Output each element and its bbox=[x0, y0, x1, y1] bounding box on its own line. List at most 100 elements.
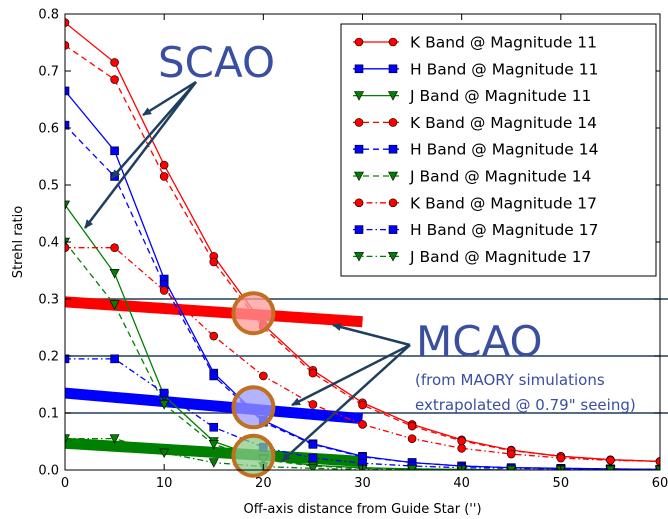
series-5-point-1 bbox=[109, 300, 120, 310]
y-tick-label-4: 0.4 bbox=[38, 236, 59, 251]
y-tick-label-6: 0.6 bbox=[38, 122, 59, 137]
series-3-point-7 bbox=[407, 421, 417, 431]
mcao-band-1 bbox=[64, 387, 363, 425]
series-7-point-0 bbox=[65, 354, 70, 364]
series-3-point-5 bbox=[308, 368, 318, 378]
legend-entry-5: J Band @ Magnitude 14 bbox=[353, 168, 591, 186]
x-tick-label-1: 10 bbox=[156, 476, 173, 491]
series-8-point-2 bbox=[159, 448, 170, 459]
legend-entry-8: J Band @ Magnitude 17 bbox=[353, 248, 591, 266]
series-8-point-1 bbox=[109, 434, 120, 444]
series-3-point-3 bbox=[209, 257, 219, 267]
reference-lines bbox=[65, 298, 668, 414]
series-0-point-2 bbox=[159, 160, 169, 170]
legend-marker-a-4 bbox=[354, 144, 364, 154]
highlight-circle-1 bbox=[231, 385, 276, 430]
legend-label-3: K Band @ Magnitude 14 bbox=[410, 114, 597, 132]
highlight-circle-0 bbox=[231, 291, 276, 336]
series-7-point-2 bbox=[159, 388, 169, 398]
series-6-point-10 bbox=[556, 453, 566, 463]
legend-marker-a-8 bbox=[354, 252, 364, 262]
legend-marker-b-8 bbox=[388, 252, 398, 262]
annotation-arrow-5 bbox=[281, 344, 411, 462]
legend-entry-3: K Band @ Magnitude 14 bbox=[353, 114, 597, 132]
series-4-point-0 bbox=[65, 120, 70, 130]
legend-label-8: J Band @ Magnitude 17 bbox=[409, 248, 591, 266]
legend-entry-1: H Band @ Magnitude 11 bbox=[353, 60, 599, 78]
legend-marker-b-6 bbox=[388, 198, 398, 208]
legend-marker-a-3 bbox=[354, 118, 364, 127]
series-6-point-7 bbox=[407, 434, 417, 443]
annotation-arrow-2 bbox=[84, 81, 197, 229]
annotations: SCAO MCAO (from MAORY simulations extrap… bbox=[84, 38, 636, 462]
series-6-point-6 bbox=[358, 420, 367, 429]
legend-marker-a-2 bbox=[354, 91, 364, 101]
legend-entry-2: J Band @ Magnitude 11 bbox=[353, 87, 591, 105]
y-tick-label-8: 0.8 bbox=[38, 8, 59, 23]
annotation-arrow-0 bbox=[142, 80, 197, 117]
series-6-point-1 bbox=[110, 243, 119, 252]
mcao-band-0 bbox=[64, 296, 363, 328]
legend-label-6: K Band @ Magnitude 17 bbox=[410, 194, 597, 212]
x-tick-label-3: 30 bbox=[354, 476, 371, 491]
series-4-point-3 bbox=[209, 371, 219, 381]
annotation-arrow-4 bbox=[291, 343, 411, 407]
series-6-point-5 bbox=[308, 400, 318, 409]
legend-entry-0: K Band @ Magnitude 11 bbox=[353, 34, 597, 52]
legend-marker-a-5 bbox=[354, 171, 364, 182]
series-3-point-2 bbox=[159, 172, 169, 181]
series-3-point-6 bbox=[358, 400, 367, 410]
legend-entry-4: H Band @ Magnitude 14 bbox=[353, 141, 599, 159]
series-6-point-12 bbox=[655, 457, 660, 466]
x-tick-label-5: 50 bbox=[553, 476, 570, 491]
legend-entry-7: H Band @ Magnitude 17 bbox=[353, 221, 599, 239]
series-6-point-2 bbox=[159, 286, 169, 295]
legend-entry-6: K Band @ Magnitude 17 bbox=[353, 194, 597, 212]
series-1-point-1 bbox=[110, 146, 119, 156]
series-3-point-0 bbox=[65, 41, 70, 50]
x-tick-label-4: 40 bbox=[453, 476, 470, 491]
series-2-point-0 bbox=[65, 200, 70, 211]
y-tick-label-3: 0.3 bbox=[38, 293, 59, 308]
series-5-point-3 bbox=[208, 440, 219, 450]
legend-marker-a-6 bbox=[354, 198, 364, 208]
series-4-point-5 bbox=[308, 440, 318, 449]
series-line-6 bbox=[65, 247, 660, 463]
x-tick-label-0: 0 bbox=[61, 476, 69, 491]
legend-marker-b-5 bbox=[388, 171, 398, 182]
series-0-point-0 bbox=[65, 18, 70, 27]
legend-marker-a-7 bbox=[354, 225, 364, 234]
x-tick-label-6: 60 bbox=[652, 476, 668, 491]
series-6 bbox=[65, 243, 660, 466]
axis-ticks: 0 10 20 30 40 50 60 0.0 0.1 0.2 0.3 0.4 0.5 0.6 0.7 0.8 bbox=[38, 8, 668, 492]
series-6-point-9 bbox=[506, 449, 516, 459]
series-8-point-12 bbox=[655, 465, 660, 470]
legend-label-7: H Band @ Magnitude 17 bbox=[410, 221, 599, 239]
series-6-point-3 bbox=[209, 331, 219, 341]
y-tick-label-0: 0.0 bbox=[38, 464, 59, 479]
mcao-note-line-1: (from MAORY simulations bbox=[415, 371, 605, 389]
series-3-point-1 bbox=[110, 75, 119, 84]
y-tick-label-7: 0.7 bbox=[38, 65, 59, 80]
legend-marker-b-1 bbox=[388, 64, 398, 74]
series-3-point-8 bbox=[457, 436, 466, 446]
annotation-arrow-3 bbox=[332, 323, 411, 347]
series-5-point-2 bbox=[159, 400, 170, 410]
series-7-point-5 bbox=[308, 453, 318, 463]
series-1-point-0 bbox=[65, 86, 70, 96]
y-tick-label-2: 0.2 bbox=[38, 350, 59, 365]
y-tick-label-1: 0.1 bbox=[38, 407, 59, 422]
legend-label-0: K Band @ Magnitude 11 bbox=[410, 34, 597, 52]
legend-label-5: J Band @ Magnitude 14 bbox=[409, 168, 591, 186]
y-tick-label-5: 0.5 bbox=[38, 179, 59, 194]
legend-marker-b-2 bbox=[388, 91, 398, 101]
annotation-arrow-1 bbox=[111, 81, 197, 179]
series-0-point-1 bbox=[110, 58, 119, 67]
legend-label-2: J Band @ Magnitude 11 bbox=[409, 87, 591, 105]
series-8-point-3 bbox=[208, 458, 219, 468]
x-tick-label-2: 20 bbox=[255, 476, 272, 491]
series-7-point-1 bbox=[110, 354, 119, 364]
series-6-point-11 bbox=[606, 456, 615, 465]
series-8-point-5 bbox=[307, 463, 318, 470]
